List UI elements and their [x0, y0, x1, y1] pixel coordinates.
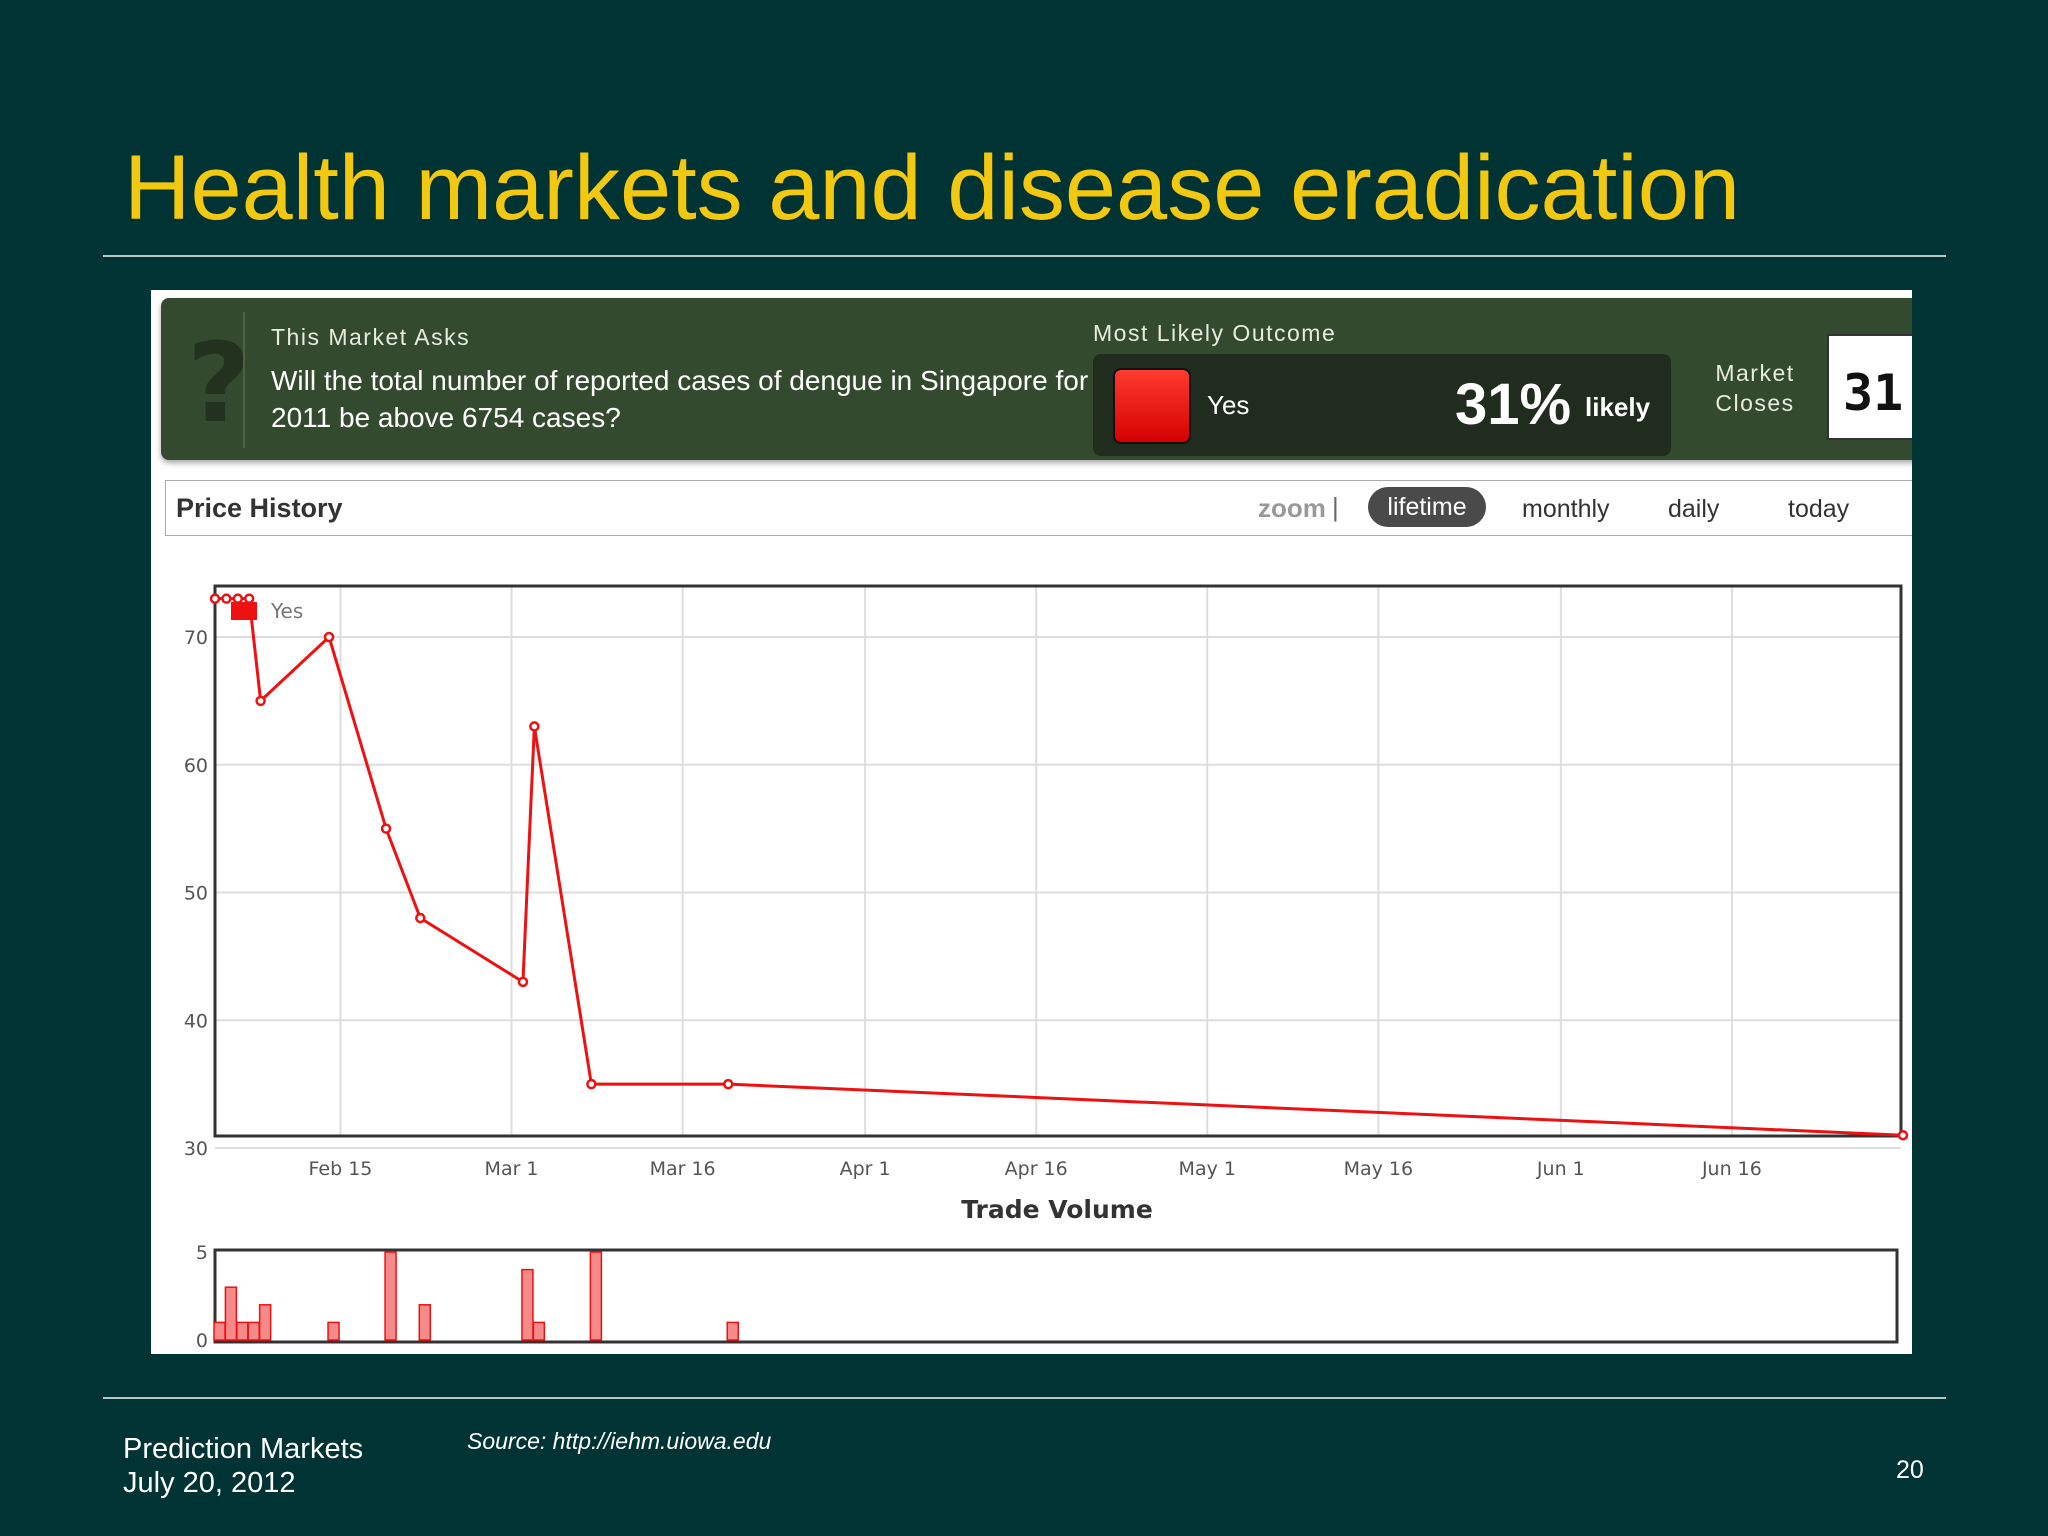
footer-info: Prediction Markets July 20, 2012: [123, 1432, 363, 1500]
outcome-box: Yes 31% likely: [1093, 354, 1671, 456]
price-y-tick-label: 70: [184, 627, 208, 649]
price-x-tick-label: Jun 1: [1536, 1158, 1585, 1180]
volume-bar: [532, 1321, 546, 1341]
price-y-tick-label: 50: [184, 883, 208, 905]
price-chart-frame: [213, 584, 1903, 1138]
page-number: 20: [1896, 1456, 1924, 1484]
market-screenshot-panel: ? This Market Asks Will the total number…: [151, 290, 1912, 1354]
volume-bars: [213, 1251, 739, 1341]
price-point: [517, 976, 529, 988]
volume-bar: [589, 1251, 603, 1341]
zoom-daily-button[interactable]: daily: [1668, 495, 1720, 523]
outcome-color-swatch: [1113, 368, 1191, 444]
price-history-bar: Price History zoom | lifetime monthly da…: [165, 480, 1912, 536]
price-point: [323, 631, 335, 643]
volume-bar: [224, 1286, 238, 1341]
footer-title: Prediction Markets: [123, 1433, 364, 1465]
volume-bar: [258, 1304, 272, 1341]
price-x-tick-label: Jun 16: [1701, 1158, 1762, 1180]
price-x-tick-label: May 16: [1344, 1158, 1414, 1180]
volume-bar: [521, 1268, 534, 1341]
price-point: [380, 823, 392, 834]
price-history-title: Price History: [176, 493, 343, 523]
question-mark-icon: ?: [187, 319, 251, 447]
price-legend: Yes: [231, 599, 303, 623]
volume-bar: [247, 1321, 260, 1341]
zoom-today-button[interactable]: today: [1788, 495, 1850, 523]
legend-label-yes: Yes: [270, 599, 303, 623]
zoom-label: zoom: [1258, 493, 1326, 523]
price-point: [255, 695, 266, 707]
price-x-tick-label: Apr 1: [840, 1158, 891, 1180]
price-x-tick-label: Apr 16: [1005, 1158, 1068, 1180]
price-point: [529, 721, 540, 732]
price-x-tick-label: Mar 16: [650, 1158, 716, 1180]
price-point: [221, 593, 232, 604]
price-point: [243, 593, 255, 604]
price-point: [1897, 1129, 1909, 1141]
outcome-likely-label: likely: [1585, 392, 1651, 422]
source-citation: Source: http://iehm.uiowa.edu: [467, 1428, 772, 1454]
footer-divider: [103, 1397, 1946, 1399]
price-point: [209, 593, 221, 604]
price-x-tick-label: Feb 15: [309, 1158, 373, 1180]
zoom-separator: |: [1332, 492, 1339, 522]
price-points: [209, 593, 1909, 1141]
most-likely-outcome-label: Most Likely Outcome: [1093, 320, 1337, 346]
zoom-monthly-button[interactable]: monthly: [1522, 495, 1610, 523]
volume-bar: [327, 1321, 340, 1341]
price-chart-grid: [215, 586, 1901, 1149]
market-closes-label: Market Closes: [1715, 360, 1795, 416]
price-point: [415, 912, 426, 924]
header-divider: [243, 312, 245, 448]
volume-bar: [726, 1321, 739, 1341]
price-x-tick-label: May 1: [1179, 1158, 1236, 1180]
volume-y-tick-label: 0: [196, 1330, 208, 1352]
market-header: ? This Market Asks Will the total number…: [161, 298, 1912, 460]
volume-bar: [384, 1251, 397, 1341]
volume-y-axis: 05: [196, 1242, 208, 1352]
volume-y-tick-label: 5: [196, 1242, 208, 1264]
price-point: [722, 1078, 734, 1090]
footer-date: July 20, 2012: [123, 1467, 296, 1499]
outcome-name: Yes: [1207, 390, 1250, 420]
outcome-percent: 31%: [1455, 372, 1572, 437]
volume-bar: [213, 1321, 226, 1341]
trade-volume-title: Trade Volume: [961, 1195, 1153, 1224]
price-y-axis: 30 40 50 60 70: [184, 627, 208, 1160]
price-x-tick-label: Mar 1: [485, 1158, 539, 1180]
volume-bar: [418, 1304, 432, 1341]
price-y-tick-label: 40: [184, 1010, 208, 1032]
title-divider: [103, 255, 1946, 257]
price-point: [586, 1078, 597, 1090]
volume-bar: [236, 1321, 249, 1341]
price-x-axis: Feb 15 Mar 1 Mar 16 Apr 1 Apr 16 May 1 May 16 J…: [309, 1158, 1762, 1180]
price-line-yes: [215, 597, 1904, 1137]
zoom-lifetime-button[interactable]: lifetime: [1368, 487, 1486, 527]
market-closes-day: 31: [1843, 364, 1904, 422]
market-closes-date: 31: [1827, 334, 1912, 440]
market-asks-label: This Market Asks: [271, 324, 471, 350]
price-y-tick-label: 30: [184, 1138, 208, 1160]
slide-title: Health markets and disease eradication: [124, 137, 1741, 239]
market-question: Will the total number of reported cases …: [271, 365, 1089, 433]
price-y-tick-label: 60: [184, 755, 208, 777]
legend-swatch: [231, 602, 257, 620]
volume-chart-frame: [213, 1248, 1899, 1344]
price-point: [232, 593, 244, 604]
